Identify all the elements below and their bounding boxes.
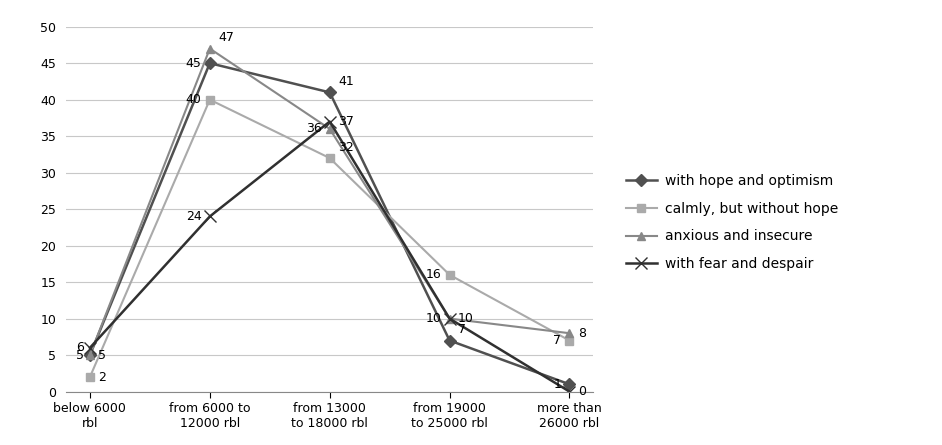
Text: 5: 5 — [76, 348, 85, 362]
Text: 8: 8 — [577, 327, 586, 340]
anxious and insecure — [564, 331, 576, 336]
with fear and despair — [204, 214, 216, 219]
Text: 16: 16 — [426, 268, 441, 281]
Text: 2: 2 — [98, 371, 106, 384]
with fear and despair — [324, 119, 335, 124]
anxious and insecure — [324, 126, 335, 132]
anxious and insecure — [444, 316, 455, 321]
Text: 7: 7 — [553, 334, 561, 347]
with hope and optimism — [84, 352, 95, 358]
Text: 45: 45 — [186, 57, 202, 70]
Line: calmly, but without hope: calmly, but without hope — [86, 96, 574, 381]
calmly, but without hope — [324, 155, 335, 161]
Text: 24: 24 — [186, 210, 202, 223]
anxious and insecure — [84, 352, 95, 358]
anxious and insecure — [204, 46, 216, 51]
with hope and optimism — [204, 61, 216, 66]
Text: 10: 10 — [426, 312, 441, 325]
calmly, but without hope — [564, 338, 576, 343]
Text: 10: 10 — [458, 312, 474, 325]
Legend: with hope and optimism, calmly, but without hope, anxious and insecure, with fea: with hope and optimism, calmly, but with… — [619, 167, 845, 278]
Text: 32: 32 — [338, 141, 354, 154]
with hope and optimism — [324, 90, 335, 95]
with hope and optimism — [564, 382, 576, 387]
calmly, but without hope — [84, 374, 95, 380]
Line: anxious and insecure: anxious and insecure — [86, 44, 574, 359]
with fear and despair — [84, 345, 95, 351]
calmly, but without hope — [204, 97, 216, 102]
Text: 1: 1 — [553, 378, 561, 391]
Text: 7: 7 — [458, 324, 466, 336]
with fear and despair — [564, 389, 576, 394]
Text: 0: 0 — [577, 385, 586, 398]
Text: 5: 5 — [98, 348, 106, 362]
with hope and optimism — [444, 338, 455, 343]
calmly, but without hope — [444, 272, 455, 278]
Text: 37: 37 — [338, 115, 354, 128]
Line: with fear and despair: with fear and despair — [85, 116, 575, 397]
Text: 40: 40 — [186, 93, 202, 106]
with fear and despair — [444, 316, 455, 321]
Line: with hope and optimism: with hope and optimism — [86, 59, 574, 388]
Text: 47: 47 — [219, 32, 234, 44]
Text: 41: 41 — [338, 75, 354, 88]
Text: 6: 6 — [76, 341, 85, 354]
Text: 36: 36 — [305, 122, 321, 135]
